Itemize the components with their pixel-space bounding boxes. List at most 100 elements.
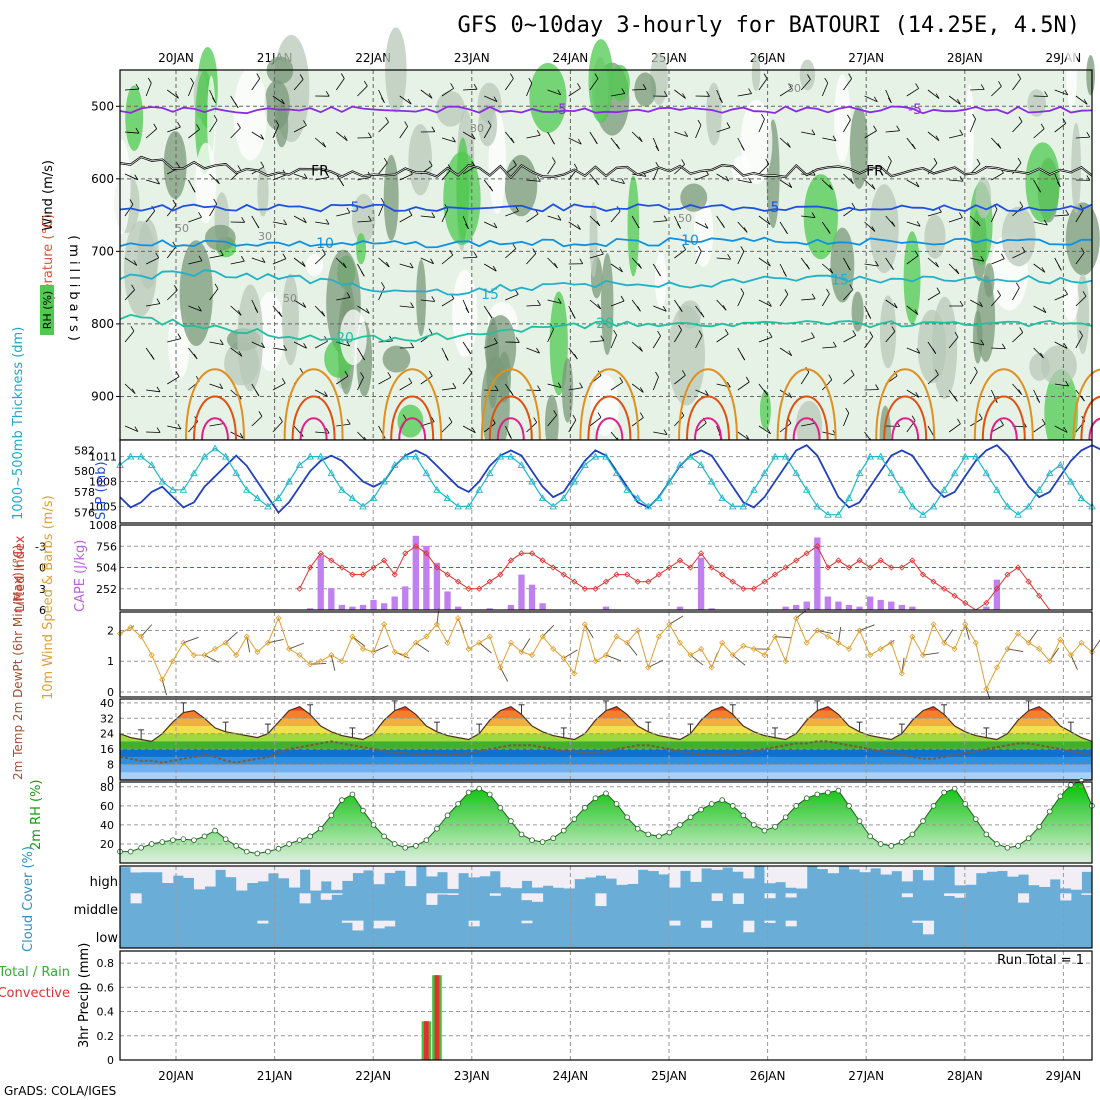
wind-barb [209,383,223,390]
wind-barb [267,639,284,644]
slp-point [665,477,674,485]
lifted-index-point [381,557,388,564]
wind-barb-flag [431,126,436,132]
wind-barb [378,121,389,133]
wind-barb-flag [431,296,436,302]
rh-region [1044,369,1079,457]
rh-point [571,816,578,822]
lifted-index-point [476,585,483,592]
wind-barb [906,347,920,354]
slp-point [813,502,822,510]
rh-point [413,843,419,849]
cloud-gap [447,866,459,889]
wind-barb-flag [891,326,896,332]
slp-point [887,469,896,477]
lifted-index-point [455,578,462,585]
wind-barb-flag [893,302,898,309]
lifted-index-point [824,564,831,571]
wind-barb-flag [959,300,964,307]
lifted-index-point [951,592,958,599]
wind-barb [1075,252,1085,265]
wind-barb-flag [177,333,182,339]
wind-barb-flag [657,330,661,337]
wind-barb [166,246,177,259]
wind-barb-flag [299,368,304,374]
wind-barb-flag [155,252,160,259]
cloud-gap [204,866,216,887]
wind-barb [209,173,220,185]
wind-speed-point [867,652,874,659]
wind-barb [610,335,618,349]
wind-barb [441,298,455,307]
cape-ylabel-group: CAPE (J/kg) [73,540,88,612]
wind-barb-flag [344,371,349,377]
slp-point [623,485,631,493]
slp-point [412,452,420,460]
wind-barb-flag [768,331,773,338]
wind-speed-line [119,616,1093,691]
rh-region [408,124,433,196]
wind-barb-flag [932,348,937,354]
cape-bar [528,584,536,610]
lifted-index-point [719,571,726,578]
wind-barb [589,215,601,227]
wind-barb-flag [239,433,244,439]
cape-bar [866,596,874,610]
rh-point [994,841,1000,847]
cloud-gap [986,866,998,872]
cloud-gap [458,866,470,874]
wind-speed-point [1046,658,1053,665]
wind-barb [779,347,792,357]
wind-barb-flag [173,285,178,291]
wind-speed-point [708,664,715,671]
slp-point [612,469,621,477]
wind-barb [526,82,533,97]
wind-speed-point [169,658,176,665]
rh-region [869,184,899,274]
wind-barb [949,179,964,182]
slp-point [422,469,431,477]
wind-barb-flag [447,164,452,170]
wind-barb-flag [851,202,856,209]
cloud-gap [521,920,533,924]
wind-barb-flag [600,335,605,341]
wind-barb-flag [788,182,793,188]
cloud-gap [352,866,364,874]
rh-point [486,791,493,798]
temp-contour-30 [587,395,632,441]
cape-bar [676,606,684,610]
wind-barb [969,215,981,227]
rh-point [877,841,884,847]
cape-bar [803,601,810,610]
wind-barb-flag [410,342,415,348]
cloud-gap [1039,866,1051,887]
wind-barb-flag [237,165,242,171]
temp-contour-30 [883,395,928,441]
wind-barb [906,221,921,227]
temp-contour-35 [891,417,920,441]
wind-barb-flag [510,137,515,144]
wind-speed-point [465,645,472,652]
rh-point [328,812,335,819]
wind-barb [547,383,562,389]
wind-barb-flag [768,301,772,307]
wind-barb-flag [150,354,155,360]
wind-barb [991,258,1005,265]
cloud-gap [616,866,628,885]
wind-barb-flag [811,332,815,338]
lifted-index-point [338,564,345,571]
rh-region [834,74,851,164]
rh-point [539,839,546,845]
rh-point [740,812,747,819]
rh-point [286,841,292,847]
slp-point [380,477,388,485]
wind-barb-flag [431,212,436,218]
rh-point [138,844,144,851]
wind-barb-flag [829,268,834,274]
wind-barb-flag [1041,418,1046,425]
wind-barb-flag [275,120,280,126]
temp-contour-line [119,203,1093,213]
cloud-gap [320,893,332,900]
thickness-tick-label: 580 [74,465,95,478]
wind-speed-point [1078,639,1085,646]
